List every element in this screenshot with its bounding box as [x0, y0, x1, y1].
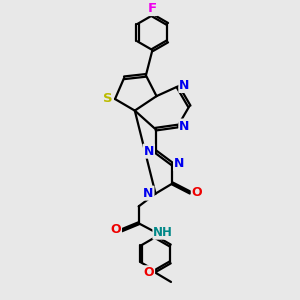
Text: N: N: [144, 145, 154, 158]
Text: S: S: [103, 92, 112, 105]
Text: NH: NH: [153, 226, 173, 239]
Text: N: N: [179, 79, 190, 92]
Text: F: F: [148, 2, 157, 15]
Text: N: N: [143, 187, 154, 200]
Text: O: O: [110, 223, 121, 236]
Text: N: N: [174, 157, 184, 170]
Text: O: O: [192, 186, 203, 199]
Text: N: N: [179, 119, 190, 133]
Text: O: O: [143, 266, 154, 279]
